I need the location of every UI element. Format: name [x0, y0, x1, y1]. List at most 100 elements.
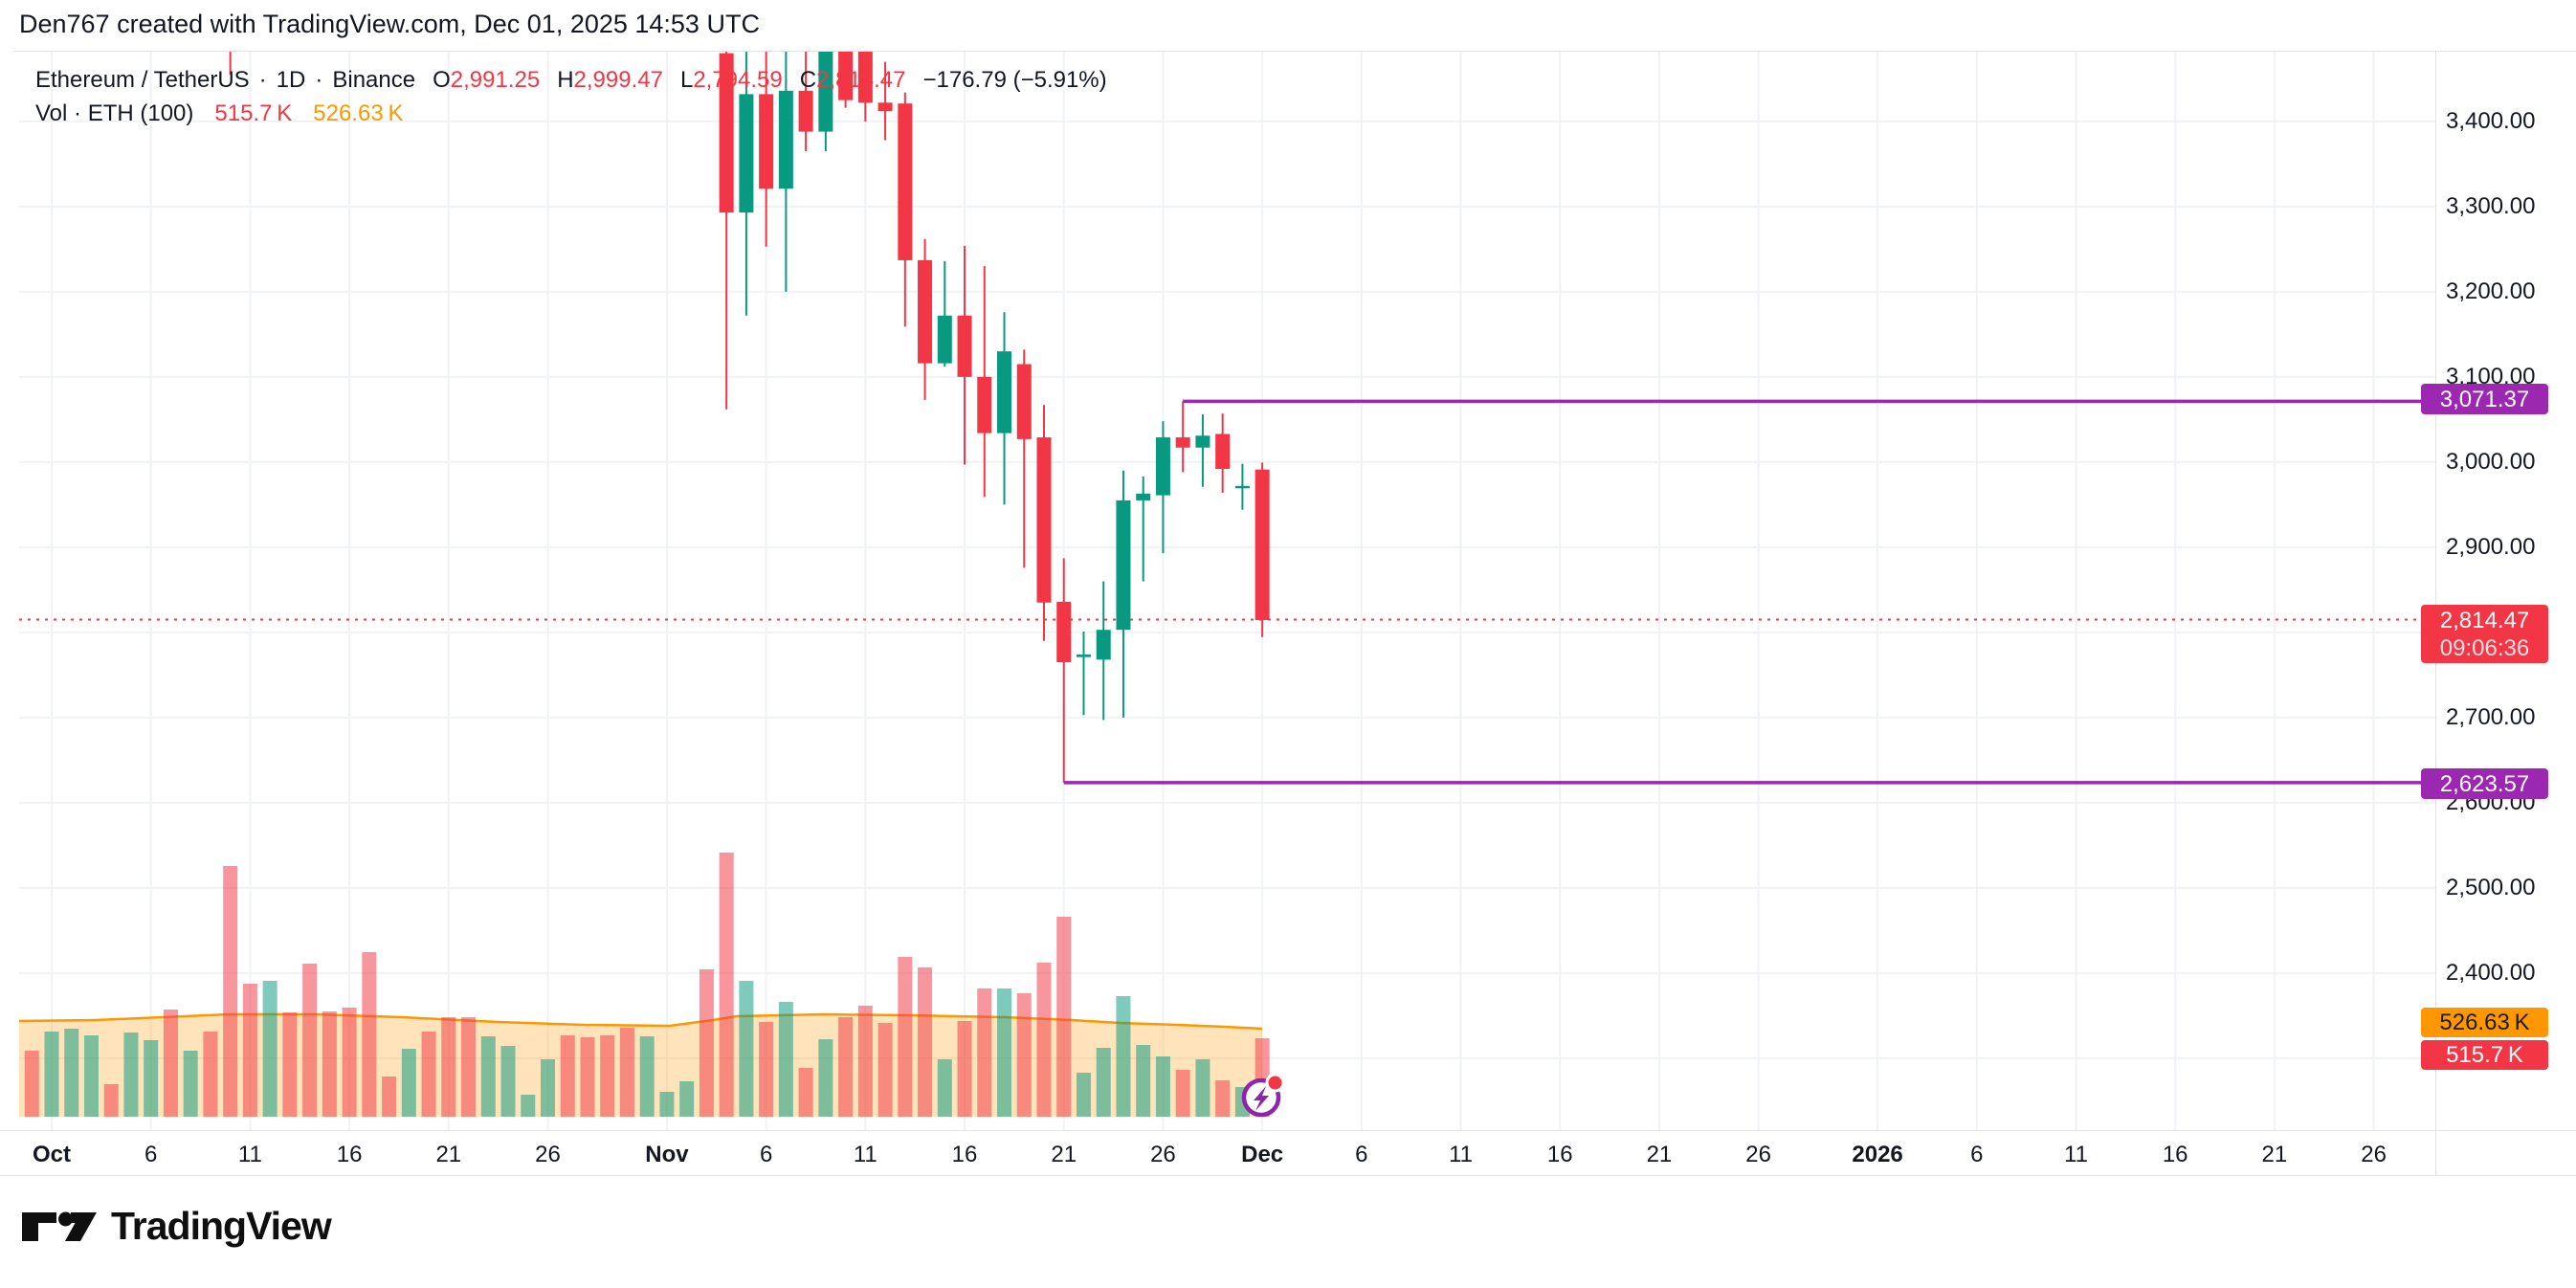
- volume-bar: [659, 1092, 675, 1117]
- close-value: 2,814.47: [816, 67, 906, 93]
- time-tick-label: 26: [1150, 1142, 1176, 1167]
- volume-legend-row[interactable]: Vol · ETH (100) 515.7 K 526.63 K: [35, 100, 1107, 134]
- time-tick-label: 26: [2361, 1142, 2387, 1167]
- current-price-label: 2,814.47 09:06:36: [2421, 605, 2548, 663]
- volume-indicator-label[interactable]: Vol · ETH (100): [35, 100, 194, 126]
- volume-bar: [778, 1002, 793, 1117]
- candle-body: [798, 90, 813, 132]
- candle-body: [1215, 433, 1231, 469]
- volume-bar: [719, 853, 734, 1117]
- candle-body: [857, 51, 873, 103]
- volume-bar: [818, 1039, 833, 1117]
- volume-bar: [1195, 1059, 1210, 1117]
- grid: [19, 51, 2435, 1130]
- volume-bar: [1076, 1073, 1091, 1117]
- volume-bar: [103, 1084, 119, 1117]
- high-value: 2,999.47: [573, 67, 663, 93]
- price-line-high-value: 3,071.37: [2439, 386, 2530, 412]
- time-tick-label: 21: [2261, 1142, 2288, 1167]
- time-tick-label: 6: [1355, 1142, 1368, 1167]
- volume-bar: [163, 1010, 178, 1117]
- volume-bar: [957, 1021, 972, 1117]
- volume-label: 515.7 K: [2421, 1040, 2548, 1070]
- volume-bar: [580, 1037, 595, 1117]
- candle-body: [1255, 469, 1270, 620]
- volume-bar: [480, 1036, 496, 1117]
- volume-bar: [362, 952, 377, 1117]
- time-tick-label: 11: [1449, 1142, 1473, 1167]
- time-tick-label: 6: [759, 1142, 773, 1167]
- symbol-legend-row[interactable]: Ethereum / TetherUS · 1D · Binance O 2,99…: [35, 67, 1107, 100]
- time-axis-separator: [0, 1130, 2576, 1131]
- price-tick-label: 2,500.00: [2446, 874, 2536, 900]
- price-tick-label: 3,400.00: [2446, 107, 2536, 134]
- volume-bar: [144, 1040, 159, 1117]
- volume-bar: [541, 1059, 555, 1117]
- time-tick-label: 21: [435, 1142, 462, 1167]
- candle-body: [1195, 435, 1210, 448]
- volume-bar: [421, 1032, 436, 1117]
- candle-body: [1116, 500, 1131, 631]
- plot-area[interactable]: [19, 42, 2435, 1130]
- flash-icon[interactable]: [1241, 1073, 1285, 1118]
- time-tick-label: 16: [336, 1142, 363, 1167]
- volume-bar: [282, 1012, 298, 1117]
- volume-bar: [977, 988, 992, 1117]
- volume-bar: [521, 1095, 536, 1117]
- price-line-low-value: 2,623.57: [2439, 770, 2530, 797]
- tradingview-logo-text: TradingView: [111, 1204, 332, 1248]
- interval-label[interactable]: 1D: [276, 67, 306, 93]
- volume-bar: [64, 1029, 79, 1117]
- close-label: C: [799, 67, 817, 93]
- volume-bar: [560, 1035, 575, 1117]
- time-tick-label: 11: [237, 1142, 262, 1167]
- volume-bar: [1215, 1080, 1231, 1117]
- candle-body: [1175, 437, 1190, 448]
- volume-bar: [262, 981, 278, 1117]
- high-label: H: [557, 67, 574, 93]
- volume-bar: [24, 1051, 39, 1117]
- tradingview-logo[interactable]: TradingView: [21, 1204, 332, 1249]
- price-tick-label: 2,400.00: [2446, 959, 2536, 986]
- volume-bar: [1096, 1048, 1111, 1117]
- volume-bar: [401, 1049, 416, 1117]
- candle-body: [719, 53, 734, 213]
- time-tick-label: 21: [1646, 1142, 1673, 1167]
- legend-separator: ·: [258, 67, 267, 93]
- change-value: −176.79 (−5.91%): [922, 67, 1107, 93]
- volume-bar: [500, 1046, 516, 1117]
- time-tick-label: 11: [2064, 1142, 2088, 1167]
- time-tick-label: Dec: [1241, 1142, 1284, 1167]
- volume-bar: [223, 866, 238, 1117]
- volume-bar: [877, 1023, 893, 1117]
- attribution-text: Den767 created with TradingView.com, Dec…: [19, 10, 760, 38]
- volume-bar: [918, 967, 933, 1117]
- legend-separator: ·: [315, 67, 323, 93]
- time-tick-label: 6: [144, 1142, 158, 1167]
- price-line-label-low: 2,623.57: [2421, 768, 2548, 799]
- axis-bottom-border: [0, 1175, 2576, 1176]
- candles: [229, 51, 1270, 783]
- time-tick-label: 11: [853, 1142, 877, 1167]
- price-tick-label: 2,700.00: [2446, 703, 2536, 730]
- symbol-name[interactable]: Ethereum / TetherUS: [35, 67, 250, 93]
- volume-bar: [997, 988, 1012, 1117]
- time-tick-label: 16: [1546, 1142, 1573, 1167]
- volume-ma-label: 526.63 K: [2421, 1008, 2548, 1037]
- time-tick-label: Nov: [645, 1142, 689, 1167]
- candle-body: [997, 351, 1012, 433]
- candle-body: [1136, 493, 1151, 500]
- tradingview-logo-icon: [22, 1211, 97, 1241]
- candle-body: [838, 51, 854, 100]
- price-tick-label: 3,200.00: [2446, 278, 2536, 304]
- candle-body: [918, 259, 933, 364]
- volume-bar: [1136, 1045, 1151, 1117]
- bar-countdown: 09:06:36: [2439, 634, 2530, 661]
- low-label: L: [679, 67, 694, 93]
- candle-body: [977, 376, 992, 433]
- pane-top-border: [13, 51, 2576, 52]
- current-price-value: 2,814.47: [2439, 607, 2530, 633]
- volume-bar: [183, 1051, 198, 1117]
